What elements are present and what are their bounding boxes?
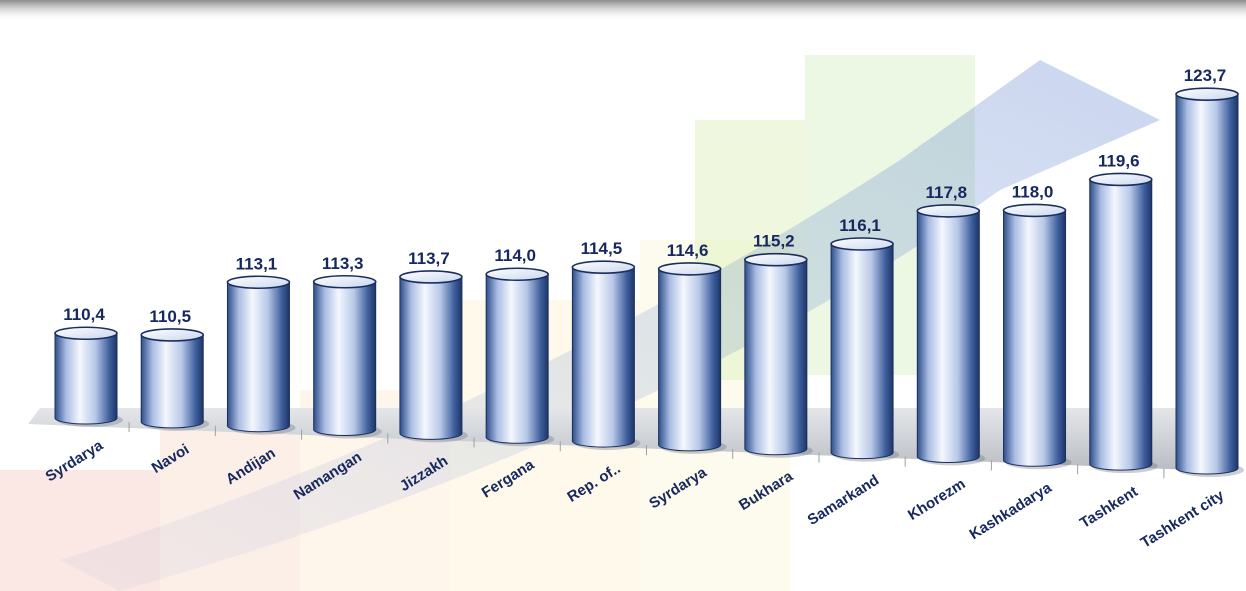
bar-body bbox=[1089, 178, 1153, 471]
bar-body bbox=[571, 266, 635, 448]
data-label: 117,8 bbox=[926, 183, 968, 202]
bar-body bbox=[916, 210, 980, 463]
bar-top-cap bbox=[485, 267, 549, 282]
bar bbox=[399, 270, 468, 443]
bar bbox=[1002, 203, 1072, 470]
bar bbox=[1088, 172, 1158, 474]
data-label: 110,5 bbox=[149, 307, 191, 326]
bar bbox=[657, 262, 727, 454]
data-label: 114,6 bbox=[667, 241, 709, 260]
data-label: 123,7 bbox=[1184, 66, 1227, 85]
data-label: 115,2 bbox=[753, 232, 795, 251]
bar bbox=[226, 275, 296, 435]
data-label: 116,1 bbox=[839, 216, 881, 235]
bar-body bbox=[140, 334, 204, 429]
bar-body bbox=[1003, 209, 1067, 467]
category-label: Kashkadarya bbox=[966, 479, 1055, 543]
bar-top-cap bbox=[744, 252, 808, 267]
bar-top-cap bbox=[1175, 87, 1239, 102]
bar bbox=[54, 326, 123, 427]
bar-top-cap bbox=[1088, 172, 1153, 187]
data-label: 110,4 bbox=[63, 305, 105, 324]
bar bbox=[916, 204, 986, 466]
bar-top-cap bbox=[571, 260, 636, 275]
floor-ticks bbox=[128, 422, 1165, 479]
data-label: 118,0 bbox=[1012, 182, 1054, 201]
bar-top-cap bbox=[226, 275, 291, 290]
data-label: 113,1 bbox=[236, 254, 278, 273]
bar-body bbox=[313, 281, 377, 437]
bar-body bbox=[399, 276, 463, 440]
bar-body bbox=[485, 273, 549, 444]
data-label: 113,3 bbox=[322, 254, 364, 273]
bar-top-cap bbox=[657, 262, 722, 276]
bar-top-cap bbox=[1002, 203, 1067, 218]
bar-top-cap bbox=[140, 328, 205, 342]
bar-body bbox=[226, 281, 290, 433]
bar-body bbox=[830, 243, 894, 460]
bar bbox=[1175, 87, 1244, 477]
bar bbox=[830, 237, 900, 462]
bar-top-cap bbox=[54, 326, 118, 341]
data-label: 114,5 bbox=[581, 239, 623, 258]
bar-top-cap bbox=[312, 274, 377, 289]
bar-body bbox=[54, 332, 118, 425]
bar bbox=[571, 260, 641, 451]
bar-top-cap bbox=[830, 237, 894, 251]
data-label: 113,7 bbox=[408, 249, 450, 268]
category-label: Samarkand bbox=[805, 472, 883, 529]
category-label: Tashkent city bbox=[1138, 487, 1228, 552]
value-labels-layer: 110,4 110,5 113,1 113,3 113,7 114,0 114,5 114,6… bbox=[63, 66, 1226, 326]
category-label: Tashkent bbox=[1077, 483, 1141, 532]
category-label: Khorezm bbox=[905, 475, 968, 523]
bar bbox=[312, 274, 382, 439]
data-label: 114,0 bbox=[494, 246, 536, 265]
bar-body bbox=[744, 259, 808, 456]
bar-top-cap bbox=[399, 270, 463, 284]
bar bbox=[485, 267, 555, 447]
bar-body bbox=[1175, 93, 1239, 475]
bar-top-cap bbox=[916, 204, 981, 218]
data-label: 119,6 bbox=[1098, 151, 1140, 170]
bar-body bbox=[658, 268, 722, 452]
bar bbox=[140, 328, 210, 431]
bar bbox=[744, 252, 813, 458]
bars-layer bbox=[54, 87, 1244, 477]
